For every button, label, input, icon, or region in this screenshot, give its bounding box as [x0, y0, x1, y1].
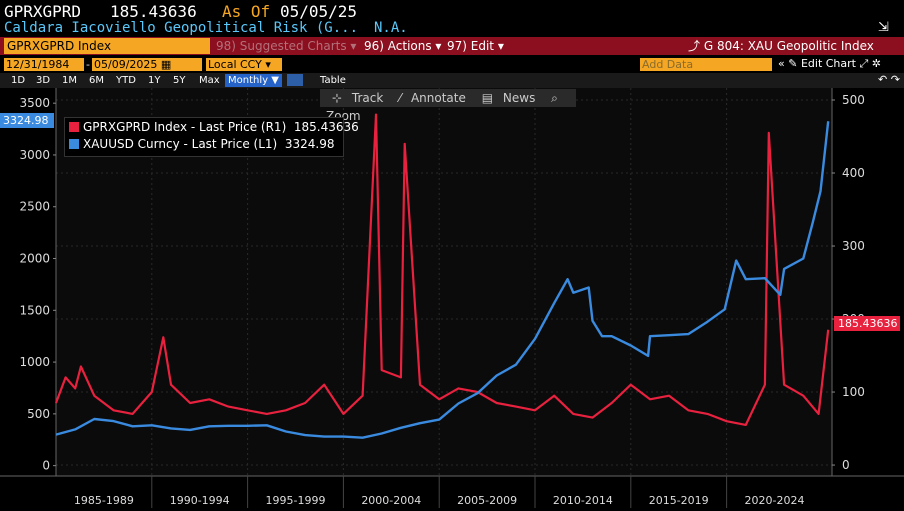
x-tick-label: 2005-2009	[457, 494, 517, 507]
chart-legend[interactable]: GPRXGPRD Index - Last Price (R1) 185.436…	[64, 117, 359, 157]
line-chart-icon[interactable]	[287, 74, 303, 86]
legend-swatch	[69, 139, 79, 149]
period-6m[interactable]: 6M	[89, 75, 104, 86]
as-of-date: 05/05/25	[280, 2, 358, 21]
period-3d[interactable]: 3D	[36, 75, 51, 86]
news-icon: ▤	[481, 91, 494, 105]
right-tick-label: 500	[842, 93, 865, 107]
legend-label: GPRXGPRD Index - Last Price (R1)	[83, 120, 287, 134]
chart-toolbar-right: « ✎ Edit Chart ⤢ ✲	[778, 57, 881, 71]
legend-entry-gpr: GPRXGPRD Index - Last Price (R1) 185.436…	[69, 119, 359, 136]
na-label: N.A.	[374, 20, 408, 36]
function-label: G 804: XAU Geopolitic Index	[703, 39, 874, 53]
left-tick-label: 0	[42, 459, 50, 473]
annotate-label: Annotate	[410, 91, 466, 105]
gear-icon[interactable]: ✲	[871, 57, 882, 70]
period-max[interactable]: Max	[199, 75, 220, 86]
chevron-down-icon: ▾	[265, 58, 271, 71]
date-separator: -	[86, 58, 90, 71]
left-tick-label: 3000	[19, 148, 50, 162]
x-tick-label: 2010-2014	[553, 494, 613, 507]
x-tick-label: 1995-1999	[266, 494, 326, 507]
right-tick-label: 100	[842, 385, 865, 399]
edit-chart-label: Edit Chart	[800, 57, 856, 70]
right-tick-label: 400	[842, 166, 865, 180]
period-ytd[interactable]: YTD	[116, 75, 136, 86]
export-icon: ⤴	[688, 39, 704, 53]
menu-bar	[0, 37, 904, 55]
x-tick-label: 1985-1989	[74, 494, 134, 507]
crosshair-icon: ⊹	[332, 91, 343, 105]
legend-swatch	[69, 122, 79, 132]
gold-last-tag: 3324.98	[0, 113, 54, 128]
actions-menu[interactable]: 96) Actions ▾	[364, 39, 442, 53]
news-label: News	[502, 91, 536, 105]
left-tick-label: 3500	[19, 96, 50, 110]
chart-tools: ⊹ Track ⁄ Annotate ▤ News ⌕ Zoom	[320, 89, 576, 123]
currency-value: Local CCY	[208, 58, 262, 71]
series-line-gpr	[54, 113, 830, 426]
end-date-value: 05/09/2025	[94, 58, 158, 71]
suggested-charts-button[interactable]: 98) Suggested Charts ▾	[216, 39, 357, 53]
end-date-field[interactable]: 05/09/2025 ▦	[92, 58, 202, 71]
security-long-name: Caldara Iacoviello Geopolitical Risk (G.…	[4, 20, 359, 36]
last-price: 185.43636	[110, 2, 197, 21]
legend-value: 3324.98	[284, 137, 335, 151]
x-tick-label: 2020-2024	[745, 494, 805, 507]
period-1d[interactable]: 1D	[11, 75, 26, 86]
x-tick-label: 2000-2004	[361, 494, 421, 507]
collapse-icon[interactable]: «	[778, 57, 785, 70]
annotate-tool[interactable]: ⁄ Annotate	[393, 91, 466, 105]
ticker-symbol: GPRXGPRD	[4, 2, 82, 21]
left-tick-label: 1500	[19, 303, 50, 317]
period-1y[interactable]: 1Y	[148, 75, 161, 86]
zoom-icon: ⌕	[551, 91, 558, 105]
calendar-icon[interactable]: ▦	[160, 58, 172, 71]
right-tick-label: 300	[842, 239, 865, 253]
table-button[interactable]: Table	[320, 75, 346, 86]
news-tool[interactable]: ▤ News	[476, 91, 536, 105]
period-1m[interactable]: 1M	[62, 75, 77, 86]
x-tick-label: 1990-1994	[170, 494, 230, 507]
function-title[interactable]: ⤴ G 804: XAU Geopolitic Index	[688, 38, 874, 54]
security-field[interactable]: GPRXGPRD Index	[4, 38, 210, 54]
track-tool[interactable]: ⊹ Track	[326, 91, 383, 105]
period-5y[interactable]: 5Y	[173, 75, 186, 86]
pen-icon: ⁄	[399, 91, 402, 105]
redo-icon[interactable]: ↷	[890, 73, 900, 86]
series-line-gold	[55, 121, 830, 439]
left-tick-label: 1000	[19, 355, 50, 369]
expand-icon[interactable]: ⇲	[878, 20, 889, 35]
pencil-icon: ✎	[788, 57, 798, 70]
left-tick-label: 2000	[19, 252, 50, 266]
as-of-label: As Of	[222, 2, 271, 21]
legend-value: 185.43636	[293, 120, 359, 134]
add-data-input[interactable]: Add Data	[640, 58, 772, 71]
track-label: Track	[351, 91, 384, 105]
left-tick-label: 2500	[19, 200, 50, 214]
left-tick-label: 500	[27, 407, 50, 421]
frequency-select[interactable]: Monthly ▼	[225, 74, 282, 87]
resize-icon[interactable]: ⤢	[859, 57, 869, 70]
right-tick-label: 0	[842, 458, 850, 472]
legend-label: XAUUSD Curncy - Last Price (L1)	[83, 137, 278, 151]
edit-menu[interactable]: 97) Edit ▾	[447, 39, 504, 53]
undo-icon[interactable]: ↶	[878, 73, 888, 86]
start-date-field[interactable]: 12/31/1984	[4, 58, 84, 71]
nav-icons: ↶ ↷	[878, 73, 900, 86]
edit-chart-button[interactable]: ✎ Edit Chart	[788, 57, 856, 70]
x-tick-label: 2015-2019	[649, 494, 709, 507]
currency-select[interactable]: Local CCY ▾	[206, 58, 282, 71]
gpr-last-tag: 185.43636	[834, 316, 900, 331]
legend-entry-gold: XAUUSD Curncy - Last Price (L1) 3324.98	[69, 136, 335, 153]
